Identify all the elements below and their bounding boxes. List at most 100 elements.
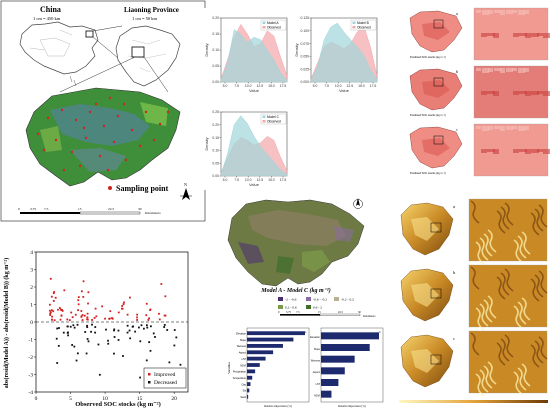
improved-point: [82, 296, 85, 298]
importance-chart-panel: Variables Elevation Slope Wetness Aspect LST…: [225, 326, 388, 410]
svg-text:15: 15: [318, 311, 321, 314]
x-tick-label: 15.0: [268, 84, 275, 88]
y-tick-label: 0.05: [212, 64, 219, 68]
improved-point: [74, 313, 77, 316]
decreased-point: [122, 355, 124, 357]
province-inset-map: Liaoning Province 1 cm = 50 km: [115, 6, 181, 87]
decreased-point: [113, 336, 116, 338]
improved-point: [77, 303, 80, 306]
y-tick-label: 0: [30, 320, 33, 326]
terrain-map-label-b: b: [453, 270, 456, 275]
improved-point: [60, 314, 63, 317]
decreased-point: [154, 336, 156, 338]
diff-legend-swatch: [278, 297, 283, 301]
zoom-box: [430, 354, 442, 365]
importance-chart-label: a: [305, 330, 307, 334]
soc-map-row-c: c Predicted SOC stocks (kg m⁻²): [404, 122, 550, 178]
x-tick-label: 17.5: [280, 178, 287, 182]
variable-label: Sand: [240, 396, 246, 399]
y-tick-label: 0.000: [301, 80, 310, 84]
x-tick-label: 5.0: [223, 178, 228, 182]
x-tick-label: 7.5: [234, 178, 239, 182]
decreased-point: [94, 326, 97, 328]
importance-bar: [247, 363, 260, 367]
terrain-detail-map: [468, 264, 548, 328]
soc-map-label-c: c: [456, 127, 458, 132]
x-tick-label: 5.0: [223, 84, 228, 88]
terrain-detail-map: [468, 330, 548, 394]
y-tick-label: 1: [30, 303, 33, 309]
x-tick-label: 7.5: [324, 84, 329, 88]
legend-label-decreased: Decreased: [154, 380, 177, 386]
improved-point: [164, 314, 167, 317]
study-area-map: [25, 87, 181, 187]
improved-point: [117, 311, 120, 314]
improved-point: [51, 315, 53, 318]
decreased-point: [55, 337, 58, 340]
importance-bar: [321, 344, 370, 351]
decreased-point: [175, 336, 178, 339]
decreased-point: [66, 325, 69, 328]
importance-bar: [321, 367, 345, 375]
soc-map-caption: Predicted SOC stocks (kg m⁻²): [410, 113, 446, 117]
variable-label: LST: [316, 383, 321, 386]
importance-chart-b: Elevation Slope Wetness Aspect LST NDVI b Relat…: [310, 327, 384, 408]
decreased-point: [149, 325, 152, 328]
north-arrow-icon: N: [180, 182, 192, 200]
y-tick-label: 0.20: [212, 16, 219, 20]
svg-text:0: 0: [278, 311, 280, 314]
svg-text:Kilometers: Kilometers: [363, 315, 375, 318]
improved-point: [121, 305, 124, 307]
improved-point: [108, 317, 111, 320]
variable-label: Elevation: [310, 336, 321, 339]
improved-point: [59, 318, 62, 321]
x-tick-label: 12.5: [256, 84, 263, 88]
importance-bar: [247, 331, 305, 336]
improved-point: [86, 316, 89, 319]
decreased-point: [173, 344, 176, 347]
y-tick-label: -1: [28, 338, 33, 344]
x-tick-label: 17.5: [370, 84, 377, 88]
x-tick-label: 0: [35, 396, 38, 402]
variable-label: Clay: [241, 383, 247, 386]
soc-map-label-a: a: [456, 11, 458, 16]
improved-point: [71, 316, 74, 319]
improved-point: [145, 302, 148, 305]
y-tick-label: 0.20: [212, 123, 219, 127]
y-tick-label: 0.15: [212, 32, 219, 36]
improved-point: [145, 314, 148, 317]
improved-point: [80, 310, 83, 312]
decreased-point: [86, 338, 89, 340]
improved-point: [123, 301, 125, 304]
improved-point: [49, 277, 52, 280]
improved-point: [104, 317, 106, 320]
decreased-point: [97, 343, 100, 346]
y-tick-label: 2: [30, 285, 33, 291]
svg-text:30: 30: [358, 311, 361, 314]
decreased-point: [86, 326, 89, 329]
x-tick-label: 10.0: [245, 178, 252, 182]
improved-point: [93, 317, 96, 319]
diff-legend-swatch: [278, 305, 283, 309]
model-density-area: [310, 22, 378, 83]
x-tick-label: 7.5: [234, 84, 239, 88]
difference-map: [227, 199, 365, 287]
legend-label-observed: Observed: [267, 26, 281, 30]
diff-legend-label: -2 - -0.6: [285, 298, 297, 302]
province-inset-title: Liaoning Province: [124, 6, 179, 14]
zoom-box: [433, 135, 444, 145]
improved-point: [81, 319, 84, 321]
diff-legend-label: -0.6 - -0.2: [313, 298, 327, 302]
x-axis-label: Value: [249, 88, 260, 93]
svg-text:7.5: 7.5: [44, 207, 49, 211]
improved-point: [87, 302, 89, 305]
terrain-detail-map: [468, 198, 548, 262]
improved-point: [77, 299, 80, 302]
y-axis-label: Density: [204, 137, 209, 150]
y-tick-label: 0.00: [212, 174, 219, 178]
improved-point: [57, 308, 59, 311]
decreased-point: [140, 324, 143, 327]
decreased-point: [138, 326, 140, 329]
x-tick-label: 20: [171, 396, 177, 402]
